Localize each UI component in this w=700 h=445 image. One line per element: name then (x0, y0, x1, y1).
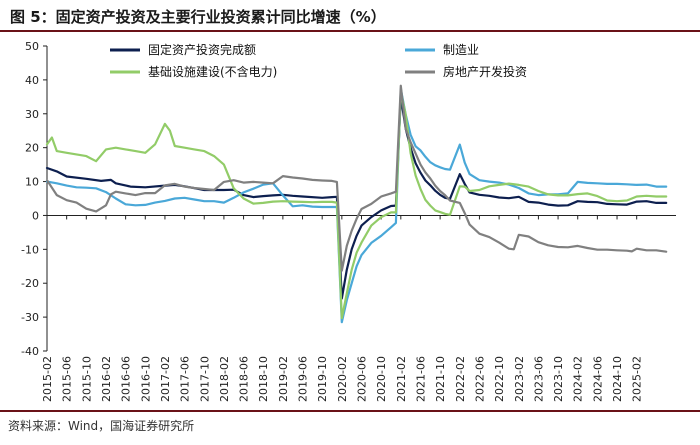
series-line-2 (45, 87, 668, 324)
x-tick-label: 2021-10 (434, 356, 447, 402)
y-tick-label: 40 (25, 74, 39, 87)
y-tick-label: -30 (21, 311, 39, 324)
title-bar: 图 5：固定资产投资及主要行业投资累计同比增速（%） (0, 0, 700, 30)
y-tick-label: 20 (25, 142, 39, 155)
x-tick-label: 2023-06 (532, 356, 545, 402)
x-tick-label: 2023-10 (552, 356, 565, 402)
chart-title: 图 5：固定资产投资及主要行业投资累计同比增速（%） (10, 8, 386, 26)
x-tick-label: 2024-06 (591, 356, 604, 402)
title-divider (0, 30, 700, 32)
x-tick-label: 2025-02 (631, 356, 644, 402)
x-tick-label: 2019-10 (316, 356, 329, 402)
y-tick-label: -20 (21, 277, 39, 290)
x-tick-label: 2022-02 (454, 356, 467, 402)
x-axis: 2015-02 2015-06 2015-10 2016-02 2016-06 2016-… (41, 214, 676, 402)
x-tick-label: 2016-06 (120, 356, 133, 402)
series-line-4 (45, 84, 668, 272)
x-tick-label: 2018-02 (218, 356, 231, 402)
y-tick-label: -40 (21, 345, 39, 358)
x-tick-label: 2017-02 (159, 356, 172, 402)
x-tick-label: 2016-10 (139, 356, 152, 402)
x-tick-label: 2015-10 (80, 356, 93, 402)
x-tick-label: 2019-02 (277, 356, 290, 402)
legend-label-1: 固定资产投资完成额 (148, 42, 256, 57)
y-tick-label: 30 (25, 108, 39, 121)
x-tick-label: 2017-06 (179, 356, 192, 402)
x-tick-label: 2024-10 (611, 356, 624, 402)
x-tick-label: 2015-06 (61, 356, 74, 402)
y-axis: -40 -30 -20 -10 0 10 20 30 40 50 (21, 40, 48, 358)
x-tick-label: 2024-02 (572, 356, 585, 402)
x-tick-label: 2018-06 (238, 356, 251, 402)
x-tick-label: 2017-10 (198, 356, 211, 402)
source-divider (0, 410, 700, 412)
x-tick-label: 2021-02 (395, 356, 408, 402)
x-tick-label: 2021-06 (414, 356, 427, 402)
series-line-3 (45, 90, 668, 320)
y-tick-label: 10 (25, 176, 39, 189)
legend-label-4: 房地产开发投资 (443, 64, 527, 79)
x-tick-label: 2016-02 (100, 356, 113, 402)
x-tick-label: 2019-06 (297, 356, 310, 402)
x-tick-label: 2018-10 (257, 356, 270, 402)
x-tick-label: 2015-02 (41, 356, 54, 402)
y-tick-label: 50 (25, 40, 39, 53)
y-tick-label: 0 (32, 209, 39, 222)
x-tick-label: 2020-06 (356, 356, 369, 402)
legend-label-2: 制造业 (443, 43, 479, 57)
x-tick-label: 2020-10 (375, 356, 388, 402)
x-tick-label: 2022-06 (473, 356, 486, 402)
x-tick-label: 2022-10 (493, 356, 506, 402)
x-tick-label: 2023-02 (513, 356, 526, 402)
series-layer (45, 84, 668, 324)
legend-label-3: 基础设施建设(不含电力) (148, 64, 277, 79)
source-note: 资料来源：Wind，国海证券研究所 (8, 419, 195, 433)
y-tick-label: -10 (21, 243, 39, 256)
x-tick-label: 2020-02 (336, 356, 349, 402)
